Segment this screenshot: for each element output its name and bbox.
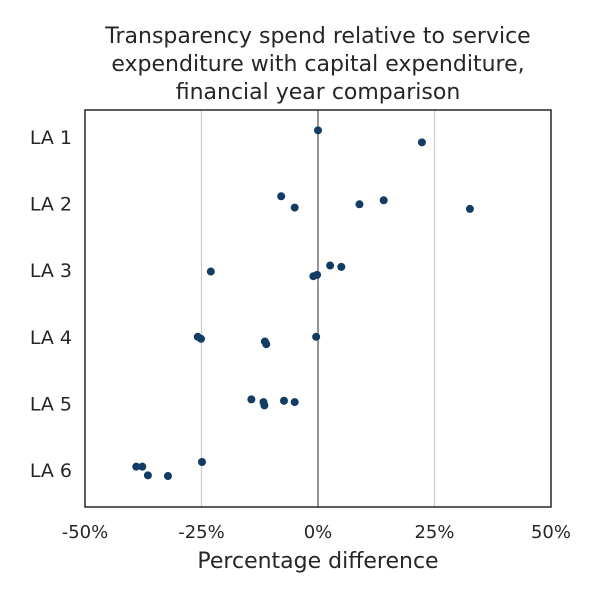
data-point: [313, 270, 322, 279]
data-point: [206, 267, 215, 276]
x-axis-label: Percentage difference: [197, 549, 438, 574]
y-tick-label-4: LA 4: [30, 327, 72, 349]
chart-title-line-3: financial year comparison: [176, 80, 461, 105]
y-tick-label-2: LA 2: [30, 194, 72, 216]
x-tick-label-0: -50%: [62, 522, 109, 543]
data-point: [355, 200, 364, 209]
data-point: [465, 204, 474, 213]
x-tick-label-2: 0%: [304, 522, 333, 543]
data-point: [143, 471, 152, 480]
grid-layer: [200, 110, 436, 507]
x-axis-tick-labels: -50% -25% 0% 25% 50%: [62, 522, 571, 543]
data-point: [337, 262, 346, 271]
data-point: [247, 395, 256, 404]
y-tick-label-3: LA 3: [30, 260, 72, 282]
plot-frame: [84, 109, 552, 508]
data-point: [138, 462, 147, 471]
chart-title: Transparency spend relative to service e…: [104, 24, 530, 105]
y-tick-label-6: LA 6: [30, 460, 72, 482]
data-point: [326, 261, 335, 270]
x-tick-label-1: -25%: [178, 522, 225, 543]
data-point: [262, 340, 271, 349]
data-point: [132, 462, 141, 471]
x-tick-label-4: 50%: [531, 522, 571, 543]
chart-title-line-2: expenditure with capital expenditure,: [111, 52, 524, 77]
data-point: [197, 334, 206, 343]
y-tick-label-5: LA 5: [30, 393, 72, 415]
data-point: [314, 126, 322, 135]
data-point: [163, 471, 172, 480]
data-point: [290, 398, 299, 407]
data-point: [379, 196, 388, 205]
points-layer: [132, 126, 474, 480]
data-point: [197, 458, 206, 467]
chart-title-line-1: Transparency spend relative to service: [104, 24, 530, 49]
data-point: [290, 203, 299, 212]
data-point: [417, 138, 426, 147]
x-tick-label-3: 25%: [414, 522, 454, 543]
data-point: [260, 401, 269, 410]
data-point: [312, 332, 321, 341]
y-axis-labels: LA 1 LA 2 LA 3 LA 4 LA 5 LA 6: [30, 127, 72, 482]
y-tick-label-1: LA 1: [30, 127, 72, 149]
data-point: [277, 192, 286, 201]
data-point: [279, 396, 288, 405]
